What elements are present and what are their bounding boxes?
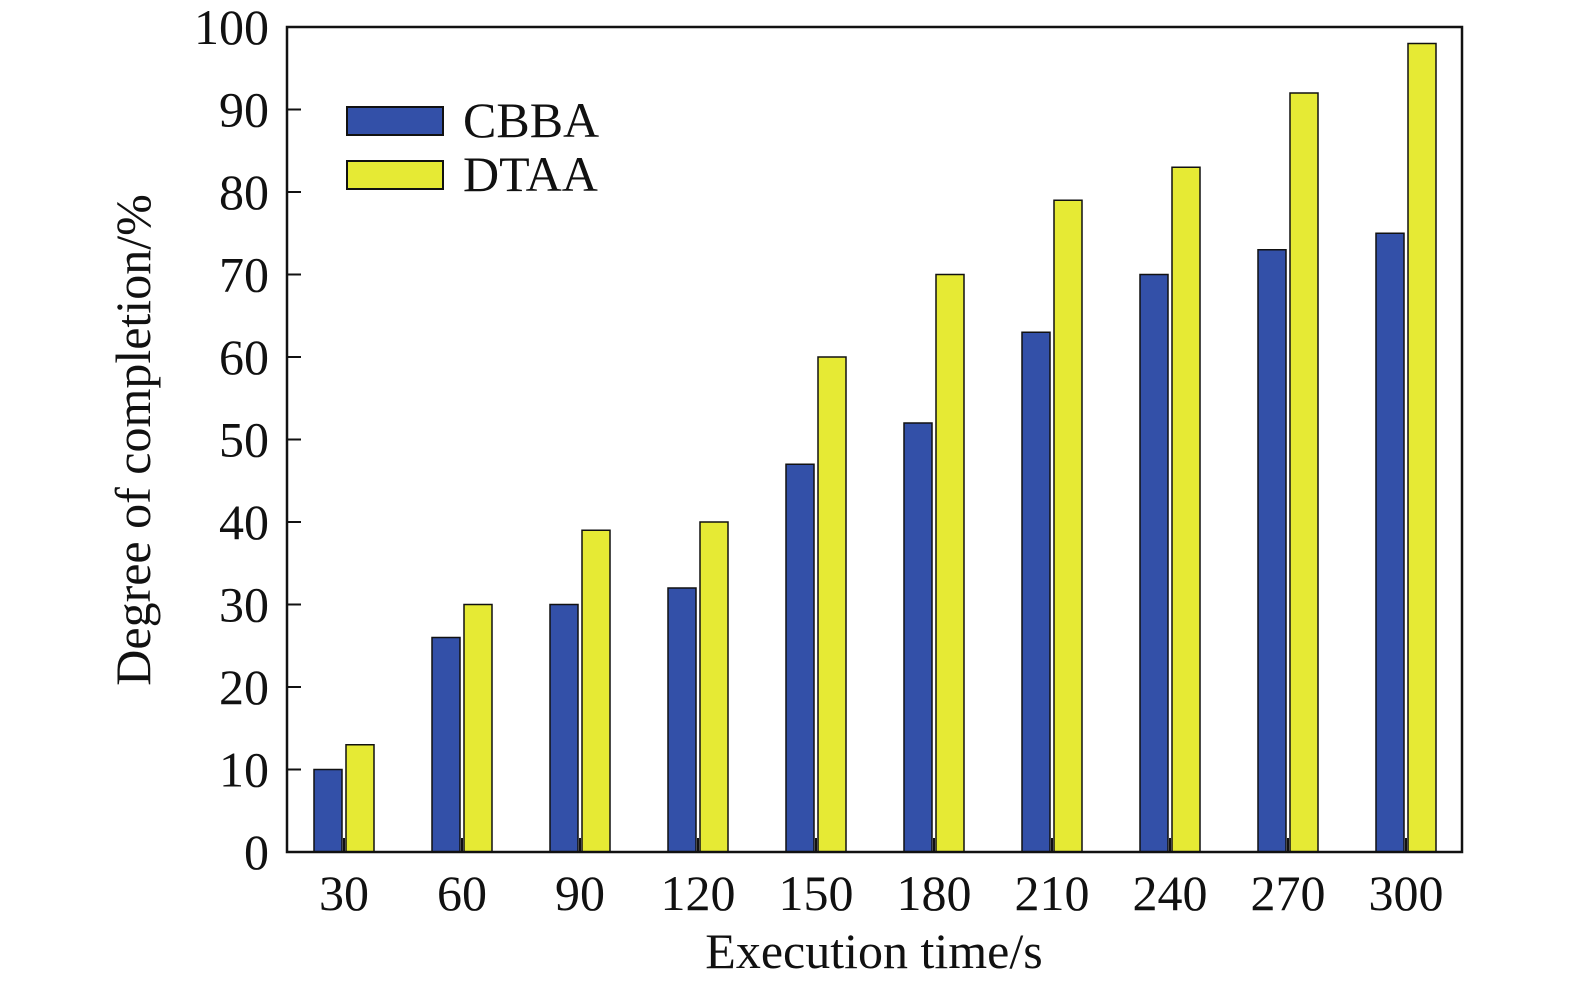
y-tick-label: 90 (219, 82, 269, 138)
x-tick-label: 180 (897, 865, 972, 921)
bar-cbba-120 (667, 587, 697, 853)
x-tick-label: 210 (1015, 865, 1090, 921)
x-tick-label: 300 (1369, 865, 1444, 921)
bar-dtaa-60 (463, 603, 493, 853)
y-tick-label: 40 (219, 494, 269, 550)
bar-cbba-180 (903, 422, 933, 853)
bar-cbba-90 (549, 603, 579, 853)
bar-dtaa-300 (1407, 42, 1437, 853)
x-ticks: 30 60 90 120 150 180 210 240 270 300 (319, 838, 1444, 921)
y-tick-label: 100 (194, 0, 269, 55)
y-tick-label: 20 (219, 659, 269, 715)
y-ticks: 0 10 20 30 40 50 60 70 80 90 100 (194, 0, 301, 880)
legend: CBBA DTAA (346, 92, 599, 202)
bar-cbba-270 (1257, 249, 1287, 853)
x-axis-title: Execution time/s (705, 923, 1042, 979)
y-tick-label: 80 (219, 164, 269, 220)
bar-dtaa-90 (581, 529, 611, 853)
legend-label-cbba: CBBA (463, 92, 599, 148)
y-tick-label: 30 (219, 577, 269, 633)
bars-layer (313, 42, 1437, 853)
bar-cbba-60 (431, 636, 461, 853)
bar-cbba-30 (313, 768, 343, 853)
y-tick-label: 70 (219, 247, 269, 303)
bar-cbba-210 (1021, 331, 1051, 853)
bar-cbba-240 (1139, 273, 1169, 853)
y-axis-title: Degree of completion/% (105, 194, 161, 685)
legend-swatch-dtaa (346, 160, 444, 190)
x-tick-label: 120 (661, 865, 736, 921)
x-tick-label: 150 (779, 865, 854, 921)
bar-dtaa-240 (1171, 166, 1201, 853)
legend-swatch-cbba (346, 106, 444, 136)
bar-dtaa-120 (699, 521, 729, 853)
x-tick-label: 30 (319, 865, 369, 921)
y-tick-label: 50 (219, 412, 269, 468)
bar-cbba-150 (785, 463, 815, 853)
x-tick-label: 60 (437, 865, 487, 921)
x-tick-label: 90 (555, 865, 605, 921)
y-tick-label: 60 (219, 329, 269, 385)
bar-dtaa-210 (1053, 199, 1083, 853)
y-tick-label: 10 (219, 742, 269, 798)
x-tick-label: 270 (1251, 865, 1326, 921)
bar-dtaa-270 (1289, 92, 1319, 853)
bar-dtaa-180 (935, 273, 965, 853)
bar-dtaa-150 (817, 356, 847, 853)
y-tick-label: 0 (244, 824, 269, 880)
bar-dtaa-30 (345, 744, 375, 853)
bar-cbba-300 (1375, 232, 1405, 853)
legend-label-dtaa: DTAA (463, 146, 598, 202)
x-tick-label: 240 (1133, 865, 1208, 921)
